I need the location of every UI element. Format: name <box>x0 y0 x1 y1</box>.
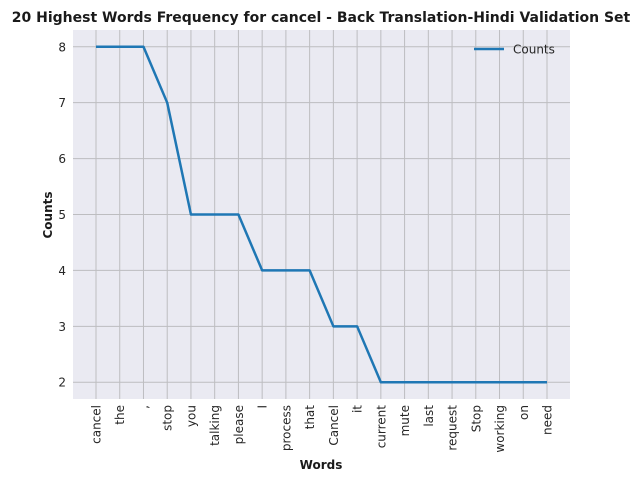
x-tick-label: that <box>303 405 317 430</box>
x-tick-label: stop <box>161 405 175 431</box>
legend: Counts <box>474 43 555 57</box>
x-tick-label: last <box>422 405 436 427</box>
x-tick-label: cancel <box>90 405 104 444</box>
x-tick-label: mute <box>398 405 412 436</box>
x-tick-label: the <box>113 405 127 425</box>
x-tick-label: I <box>256 405 270 409</box>
x-tick-label: working <box>493 405 507 453</box>
series-layer <box>95 45 548 384</box>
grid-lines <box>73 30 570 399</box>
x-tick-label: current <box>374 405 388 449</box>
x-tick-label: , <box>137 405 151 409</box>
y-tick-labels: 2 3 4 5 6 7 8 <box>58 40 66 389</box>
y-tick-label: 4 <box>58 264 66 278</box>
x-tick-label: need <box>541 405 555 435</box>
y-tick-label: 3 <box>58 320 66 334</box>
x-tick-label: Stop <box>469 405 483 432</box>
x-tick-label: process <box>279 405 293 451</box>
x-tick-label: talking <box>208 405 222 446</box>
chart-title: 20 Highest Words Frequency for cancel - … <box>12 10 631 26</box>
x-tick-label: it <box>351 405 365 413</box>
x-tick-label: on <box>517 405 531 420</box>
series-line-counts <box>96 45 547 384</box>
y-tick-label: 5 <box>58 208 66 222</box>
x-axis-label: Words <box>300 458 343 472</box>
y-axis-label: Counts <box>41 191 55 238</box>
y-tick-label: 2 <box>58 376 66 390</box>
y-tick-label: 7 <box>58 96 66 110</box>
y-tick-label: 6 <box>58 152 66 166</box>
x-tick-label: you <box>184 405 198 427</box>
x-tick-label: request <box>446 405 460 451</box>
y-tick-label: 8 <box>58 40 66 54</box>
legend-label-counts: Counts <box>513 43 555 57</box>
x-tick-label: please <box>232 405 246 444</box>
x-tick-label: Cancel <box>327 405 341 446</box>
